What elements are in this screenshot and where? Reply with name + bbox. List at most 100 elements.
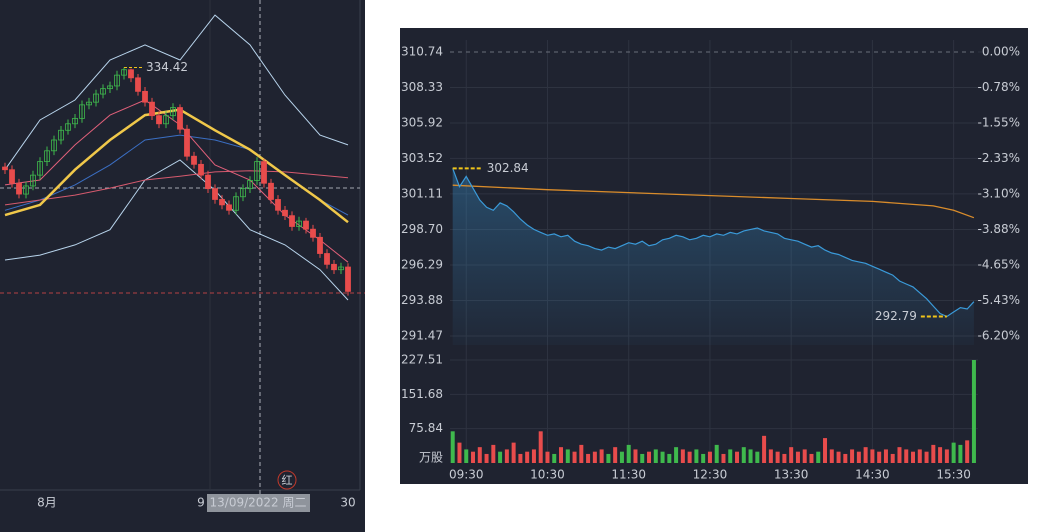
volume-bar xyxy=(897,447,902,463)
volume-bar xyxy=(457,442,462,463)
volume-bar xyxy=(904,449,909,463)
x-tick-label: 11:30 xyxy=(611,468,646,482)
candle-body xyxy=(317,236,323,254)
volume-bar xyxy=(559,447,564,463)
y2-tick-label: -6.20% xyxy=(978,329,1020,343)
volume-bar xyxy=(795,451,800,463)
volume-bar xyxy=(890,453,895,463)
left-panel xyxy=(0,0,365,532)
volume-bar xyxy=(626,444,631,463)
candle-body xyxy=(247,180,253,190)
y2-tick-label: -0.78% xyxy=(978,80,1020,94)
volume-bar xyxy=(843,453,848,463)
volume-bar xyxy=(450,431,455,463)
volume-bar xyxy=(931,444,936,463)
candle-body xyxy=(261,161,267,184)
volume-bar xyxy=(971,360,976,463)
volume-tick-label: 151.68 xyxy=(401,387,443,401)
candle-body xyxy=(289,215,295,227)
candle-body xyxy=(303,220,309,230)
candle-body xyxy=(79,104,85,119)
volume-bar xyxy=(552,453,557,463)
volume-bar xyxy=(640,453,645,463)
volume-bar xyxy=(829,449,834,463)
candle-body xyxy=(338,266,344,271)
volume-bar xyxy=(944,449,949,463)
y-tick-label: 305.92 xyxy=(401,116,443,130)
volume-bar xyxy=(768,449,773,463)
volume-bar xyxy=(856,451,861,463)
y2-tick-label: -5.43% xyxy=(978,293,1020,307)
candle-body xyxy=(233,196,239,211)
candle-body xyxy=(170,107,176,117)
price-line xyxy=(452,168,975,318)
candle-body xyxy=(121,69,127,76)
badge-circle xyxy=(277,470,297,490)
volume-bar xyxy=(965,440,970,463)
indicator-line xyxy=(4,170,349,206)
volume-bar xyxy=(647,451,652,463)
y-tick-label: 296.29 xyxy=(401,257,443,271)
volume-bar xyxy=(789,447,794,463)
volume-bar xyxy=(850,449,855,463)
x-tick-label: 14:30 xyxy=(855,468,890,482)
candle-body xyxy=(30,174,36,187)
volume-bar xyxy=(525,451,530,463)
y2-tick-label: 0.00% xyxy=(982,45,1020,59)
x-tick-label: 9 xyxy=(197,496,205,510)
y-tick-label: 310.74 xyxy=(401,45,443,59)
volume-bar xyxy=(802,449,807,463)
volume-bar xyxy=(863,447,868,463)
x-tick-label: 12:30 xyxy=(693,468,728,482)
volume-bar xyxy=(579,444,584,463)
candle-body xyxy=(58,129,64,141)
volume-bar xyxy=(958,444,963,463)
volume-tick-label: 227.51 xyxy=(401,353,443,367)
volume-bar xyxy=(741,447,746,463)
volume-bar xyxy=(775,451,780,463)
indicator-line xyxy=(4,159,349,301)
volume-bar xyxy=(917,449,922,463)
average-line xyxy=(452,184,975,219)
candle-body xyxy=(16,182,22,195)
volume-bar xyxy=(870,449,875,463)
x-tick-label: 13:30 xyxy=(774,468,809,482)
candle-body xyxy=(65,123,71,131)
badge-text: 红 xyxy=(282,474,293,487)
volume-bar xyxy=(518,453,523,463)
y-tick-label: 301.11 xyxy=(401,186,443,200)
y2-tick-label: -2.33% xyxy=(978,151,1020,165)
volume-bar xyxy=(674,447,679,463)
y-tick-label: 308.33 xyxy=(401,80,443,94)
high-annotation: 334.42 xyxy=(146,60,188,74)
candle-body xyxy=(177,107,183,130)
volume-bar xyxy=(823,438,828,463)
crosshair-tag xyxy=(207,494,310,512)
candle-body xyxy=(93,93,99,103)
candle-body xyxy=(296,220,302,227)
candle-body xyxy=(191,155,197,165)
volume-bar xyxy=(586,453,591,463)
volume-bar xyxy=(660,451,665,463)
candle-body xyxy=(142,90,148,103)
volume-unit: 万股 xyxy=(419,451,443,465)
volume-bar xyxy=(545,451,550,463)
volume-bar xyxy=(565,449,570,463)
candle-body xyxy=(219,199,225,206)
volume-bar xyxy=(511,442,516,463)
volume-bar xyxy=(606,453,611,463)
candle-body xyxy=(198,163,204,176)
volume-bar xyxy=(680,449,685,463)
volume-bar xyxy=(748,449,753,463)
candle-body xyxy=(51,139,57,152)
candle-body xyxy=(86,101,92,106)
volume-bar xyxy=(924,451,929,463)
x-tick-label: 30 xyxy=(340,496,355,510)
candle-body xyxy=(114,74,120,87)
candle-body xyxy=(9,169,15,184)
intraday-chart: 09:30 10:30 11:30 12:30 13:30 14:30 15:30 310.7… xyxy=(401,40,1020,482)
volume-bar xyxy=(484,453,489,463)
y-tick-label: 298.70 xyxy=(401,222,443,236)
volume-bar xyxy=(721,453,726,463)
candle-body xyxy=(184,128,190,157)
